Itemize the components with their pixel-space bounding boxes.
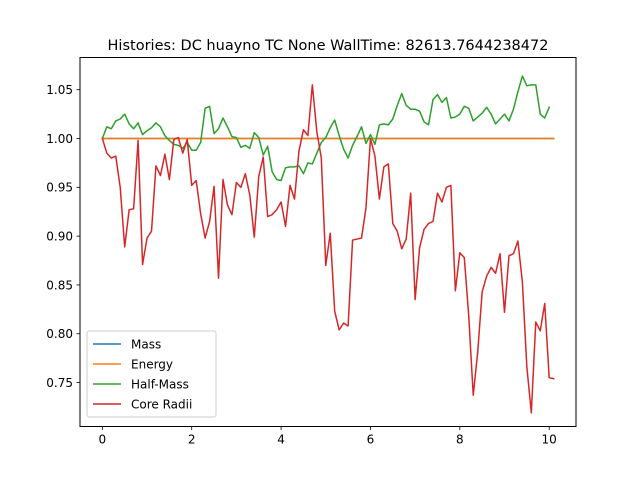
x-tick-label: 4 — [277, 433, 285, 447]
series-line-half-mass — [101, 75, 551, 182]
y-tick-label: 0.80 — [46, 327, 73, 341]
legend-label: Core Radii — [131, 397, 192, 411]
y-tick-label: 0.75 — [46, 376, 73, 390]
legend-label: Mass — [131, 337, 161, 351]
plot-series — [101, 75, 555, 414]
axes-frame — [79, 57, 577, 427]
y-axis: 0.75 0.80 0.85 0.90 0.95 1.00 1.05 — [46, 83, 80, 390]
x-axis: 0 2 4 6 8 10 — [99, 426, 557, 447]
y-tick-label: 0.85 — [46, 278, 73, 292]
y-tick-label: 1.05 — [46, 83, 73, 97]
legend-box — [86, 330, 217, 418]
chart-title: Histories: DC huayno TC None WallTime: 8… — [108, 38, 549, 54]
y-tick-label: 0.90 — [46, 229, 73, 243]
x-tick-label: 6 — [367, 433, 375, 447]
legend-label: Half-Mass — [131, 377, 189, 391]
legend-label: Energy — [131, 357, 173, 371]
y-tick-label: 1.00 — [46, 132, 73, 146]
x-tick-label: 10 — [542, 433, 557, 447]
legend: Mass Energy Half-Mass Core Radii — [86, 330, 217, 418]
x-tick-label: 0 — [99, 433, 107, 447]
y-tick-label: 0.95 — [46, 181, 73, 195]
x-tick-label: 8 — [456, 433, 464, 447]
series-line-core-radii — [101, 84, 555, 414]
x-tick-label: 2 — [188, 433, 196, 447]
